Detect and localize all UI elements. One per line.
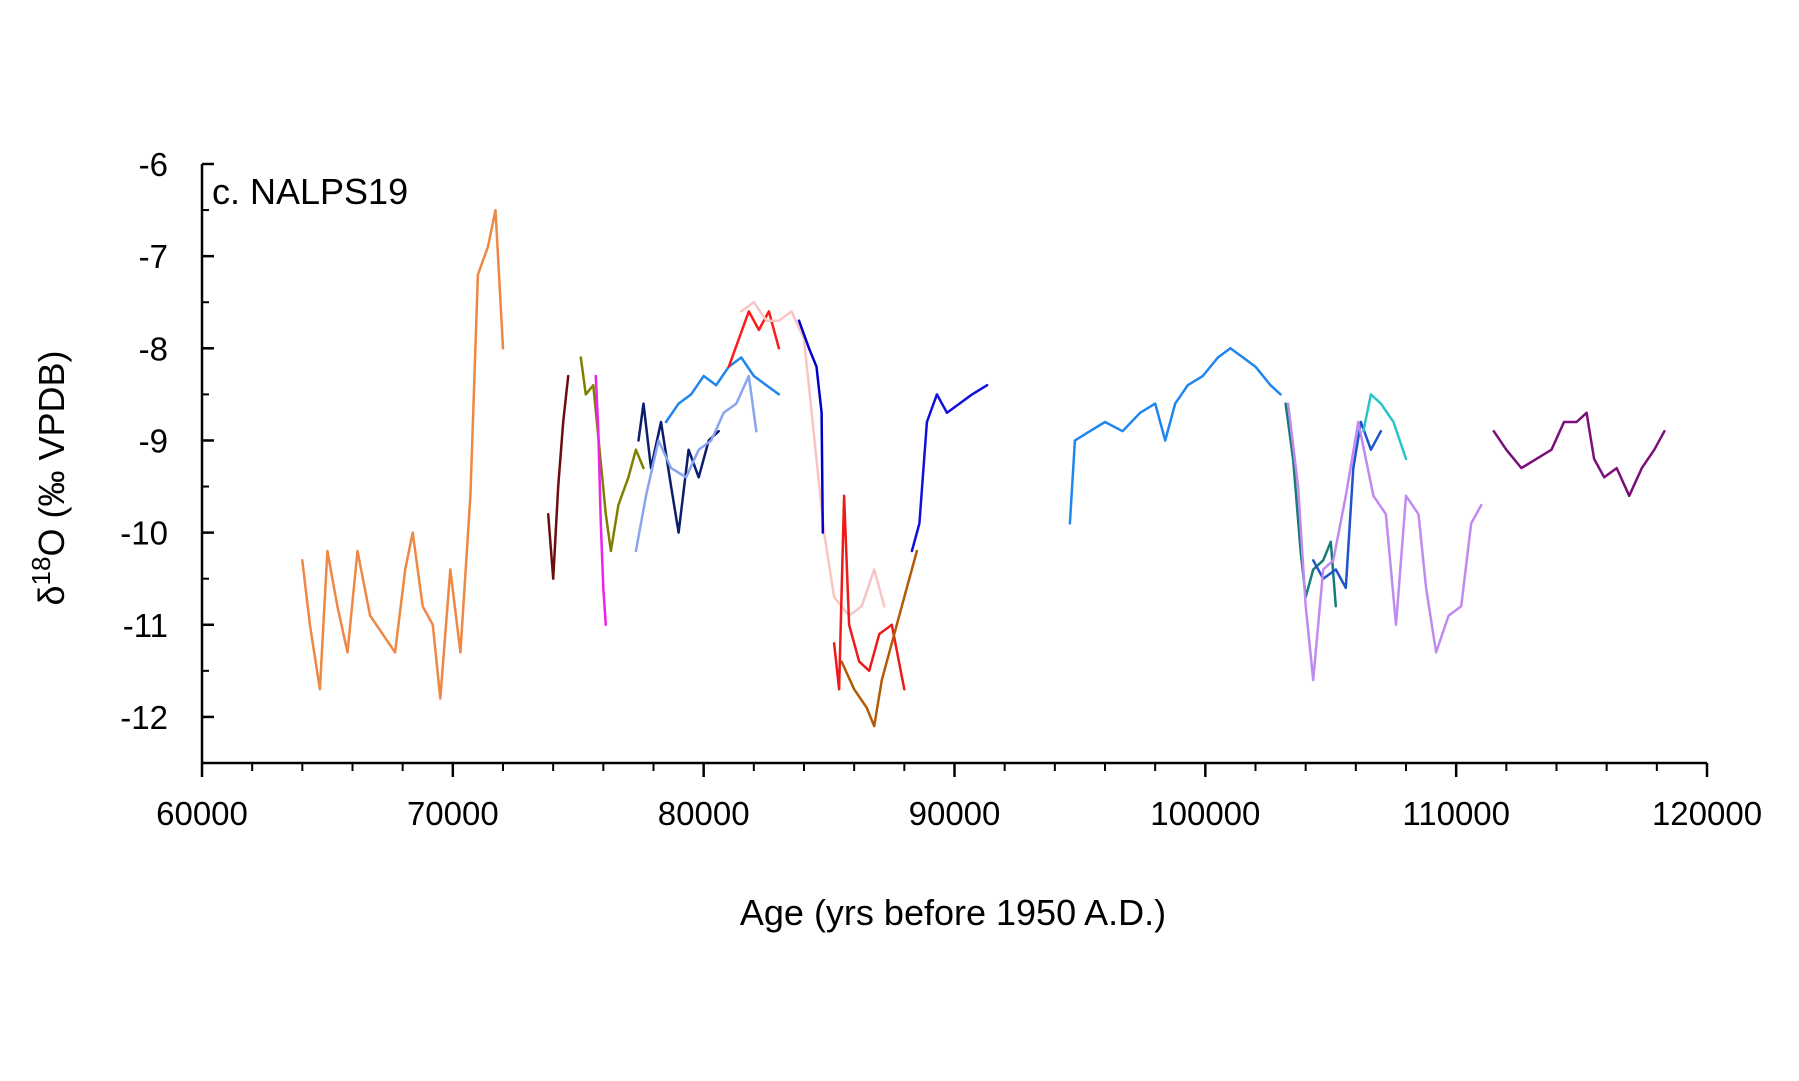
y-tick-label: -10 [120,515,168,552]
y-axis-title: δ18O (‰ VPDB) [26,351,72,606]
x-tick-label: 60000 [156,795,248,832]
y-axis-title-units: (‰ VPDB) [31,351,72,529]
series-line [910,383,989,553]
x-axis-title: Age (yrs before 1950 A.D.) [740,892,1166,933]
series-line [740,300,886,617]
y-tick-label: -12 [120,699,168,736]
y-axis-title-superscript: 18 [26,557,56,586]
y-tick-label: -7 [139,238,168,275]
x-axis-ticks: 60000 70000 80000 90000 100000 110000 120000 [156,763,1762,832]
y-axis-ticks: -6 -7 -8 -9 -10 -11 -12 [120,146,214,736]
series-line [797,319,825,534]
y-tick-label: -8 [139,330,168,367]
series-line [1068,347,1282,525]
x-tick-label: 80000 [658,795,750,832]
series-line [579,356,645,553]
x-tick-label: 110000 [1402,795,1510,832]
series-line [637,402,720,534]
x-tick-label: 70000 [407,795,499,832]
series-line [727,310,781,368]
series-line [840,549,919,728]
series-line [1311,420,1383,590]
y-axis-title-species: O [31,529,72,557]
series-line [832,494,906,691]
series-line [1362,393,1408,461]
series-line [1492,411,1666,498]
series-line [594,374,608,627]
panel-label: c. NALPS19 [212,171,408,212]
x-tick-label: 120000 [1652,795,1762,832]
series-line [546,374,570,580]
x-tick-label: 100000 [1150,795,1260,832]
series-line [301,208,505,700]
series-layer [301,208,1666,728]
series-line [664,356,781,424]
y-tick-label: -9 [139,422,168,459]
y-axis-title-delta: δ [31,585,72,605]
y-tick-label: -11 [123,607,168,644]
series-line [634,374,758,553]
series-line [1284,402,1338,608]
y-tick-label: -6 [139,146,168,183]
series-line [1286,402,1483,682]
x-tick-label: 90000 [909,795,1001,832]
